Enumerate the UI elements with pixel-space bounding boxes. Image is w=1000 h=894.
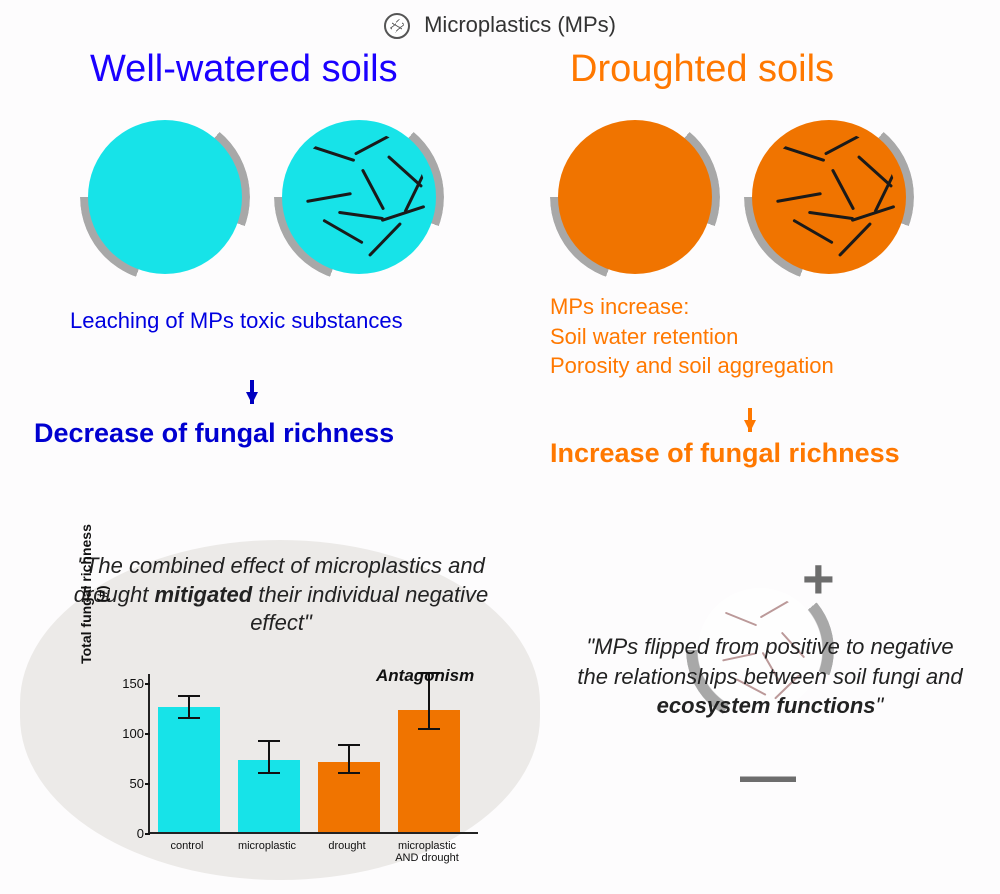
flip-quote-prefix: "MPs flipped from positive to negative t… [577, 634, 962, 689]
chart-bar [158, 707, 220, 832]
chart-y-axis-label: Total fungal richness (#) [78, 514, 110, 674]
flip-quote-bold: ecosystem functions [657, 693, 876, 718]
chart-y-tick: 100 [116, 726, 144, 741]
chart-error-bar [348, 744, 350, 774]
left-caption: Leaching of MPs toxic substances [70, 306, 403, 336]
minus-icon: — [740, 742, 790, 807]
droughted-soil-icons [550, 112, 914, 282]
flip-quote: "MPs flipped from positive to negative t… [570, 632, 970, 721]
chart-error-bar [268, 740, 270, 774]
flip-quote-suffix: " [876, 693, 884, 718]
chart-y-tick: 0 [116, 826, 144, 841]
left-conclusion: Decrease of fungal richness [34, 418, 394, 449]
chart-x-label: drought [308, 840, 386, 852]
chart-error-bar [428, 672, 430, 730]
right-caption-line2: Soil water retention [550, 322, 834, 352]
soil-glyph-watered-clean [80, 112, 250, 282]
chart-x-label: microplastic [228, 840, 306, 852]
microplastic-fibers-icon [292, 130, 426, 264]
right-conclusion: Increase of fungal richness [550, 438, 900, 469]
right-caption-line3: Porosity and soil aggregation [550, 351, 834, 381]
arrow-down-icon [744, 420, 756, 432]
plus-icon: + [802, 546, 835, 611]
legend-label: Microplastics (MPs) [424, 12, 616, 37]
chart-y-tick: 150 [116, 676, 144, 691]
soil-glyph-watered-mp [274, 112, 444, 282]
chart-error-bar [188, 695, 190, 719]
richness-bar-chart: Total fungal richness (#) 050100150contr… [96, 668, 496, 868]
arrow-down-icon [246, 392, 258, 404]
right-caption-line1: MPs increase: [550, 292, 834, 322]
left-column-title: Well-watered soils [90, 48, 398, 91]
well-watered-soil-icons [80, 112, 444, 282]
oval-quote: "The combined effect of microplastics an… [56, 552, 506, 638]
microplastics-icon [384, 13, 410, 39]
soil-glyph-drought-clean [550, 112, 720, 282]
chart-plot-area [148, 674, 478, 834]
chart-x-label: control [148, 840, 226, 852]
chart-y-tick: 50 [116, 776, 144, 791]
legend-row: Microplastics (MPs) [0, 12, 1000, 39]
chart-x-label: microplastic AND drought [388, 840, 466, 864]
microplastic-fibers-icon [762, 130, 896, 264]
soil-glyph-drought-mp [744, 112, 914, 282]
right-column-title: Droughted soils [570, 48, 834, 91]
quote-bold: mitigated [154, 582, 252, 607]
right-caption: MPs increase: Soil water retention Poros… [550, 292, 834, 381]
quote-suffix: their individual negative effect" [250, 582, 488, 636]
